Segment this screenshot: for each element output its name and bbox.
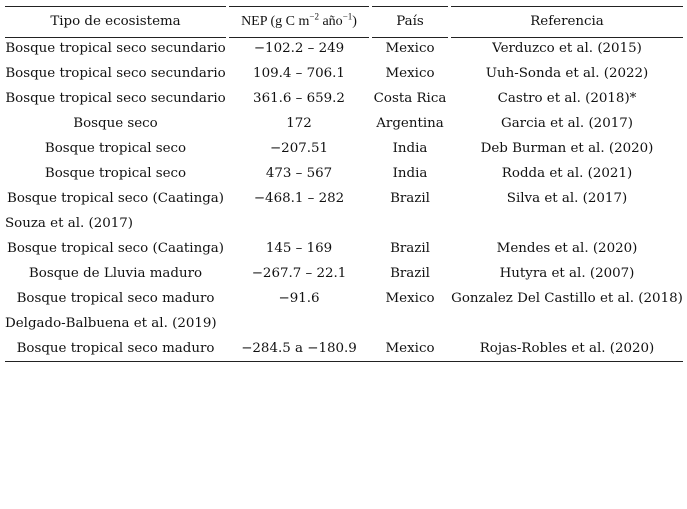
header-top-rule-3 [372,6,448,7]
cell-ecosystem: Bosque tropical seco secundario [5,41,226,56]
cell-nep: −267.7 – 22.1 [251,266,347,281]
cell-nep: 145 – 169 [265,241,333,256]
cell-nep: 172 [286,116,312,131]
header-bottom-rule-2 [229,37,369,38]
cell-orphan-reference: Delgado-Balbuena et al. (2019) [5,316,217,331]
cell-country: Mexico [385,341,435,356]
cell-orphan-reference: Souza et al. (2017) [5,216,134,231]
cell-country: Argentina [376,116,444,131]
cell-ecosystem: Bosque de Lluvia maduro [28,266,203,281]
cell-country: Mexico [385,291,435,306]
cell-nep: 361.6 – 659.2 [253,91,345,106]
cell-reference: Castro et al. (2018)* [497,91,637,106]
cell-ecosystem: Bosque tropical seco secundario [5,66,226,81]
cell-country: Brazil [390,266,430,281]
header-bottom-rule-1 [5,37,226,38]
cell-reference: Verduzco et al. (2015) [492,41,642,56]
cell-country: Brazil [390,191,430,206]
header-top-rule-4 [451,6,683,7]
cell-reference: Gonzalez Del Castillo et al. (2018) [451,291,683,306]
header-nep-exp1: −2 [309,11,319,22]
cell-country: India [392,141,428,156]
header-nep-suffix: ) [352,14,357,29]
cell-nep: 109.4 – 706.1 [253,66,345,81]
cell-ecosystem: Bosque tropical seco (Caatinga) [7,191,224,206]
cell-reference: Rojas-Robles et al. (2020) [479,341,655,356]
cell-nep: −468.1 – 282 [253,191,345,206]
cell-nep: −102.2 – 249 [253,41,345,56]
header-bottom-rule-3 [372,37,448,38]
header-nep: NEP (g C m−2 año−1) [229,11,369,30]
header-country: País [396,14,424,29]
cell-ecosystem: Bosque tropical seco [44,141,187,156]
cell-ecosystem: Bosque tropical seco maduro [16,291,215,306]
cell-country: India [392,166,428,181]
header-nep-prefix: NEP (g C m [241,14,310,29]
header-reference: Referencia [530,14,604,29]
cell-reference: Hutyra et al. (2007) [499,266,635,281]
cell-reference: Garcia et al. (2017) [501,116,633,131]
cell-reference: Mendes et al. (2020) [496,241,638,256]
cell-country: Mexico [385,41,435,56]
header-top-rule-1 [5,6,226,7]
cell-ecosystem: Bosque tropical seco secundario [5,91,226,106]
header-top-rule-2 [229,6,369,7]
header-nep-mid: año [318,14,343,29]
cell-country: Mexico [385,66,435,81]
cell-reference: Uuh-Sonda et al. (2022) [485,66,649,81]
cell-nep: −284.5 a −180.9 [241,341,357,356]
cell-reference: Rodda et al. (2021) [501,166,633,181]
cell-reference: Deb Burman et al. (2020) [480,141,654,156]
header-ecosystem: Tipo de ecosistema [50,14,181,29]
cell-reference: Silva et al. (2017) [506,191,628,206]
header-bottom-rule-4 [451,37,683,38]
cell-ecosystem: Bosque tropical seco [44,166,187,181]
cell-ecosystem: Bosque tropical seco maduro [16,341,215,356]
header-nep-exp2: −1 [342,11,353,22]
cell-ecosystem: Bosque tropical seco (Caatinga) [7,241,224,256]
cell-nep: −91.6 [278,291,320,306]
cell-country: Costa Rica [373,91,447,106]
table-bottom-rule [5,361,683,362]
cell-ecosystem: Bosque seco [73,116,158,131]
cell-nep: 473 – 567 [265,166,333,181]
cell-country: Brazil [390,241,430,256]
cell-nep: −207.51 [269,141,329,156]
